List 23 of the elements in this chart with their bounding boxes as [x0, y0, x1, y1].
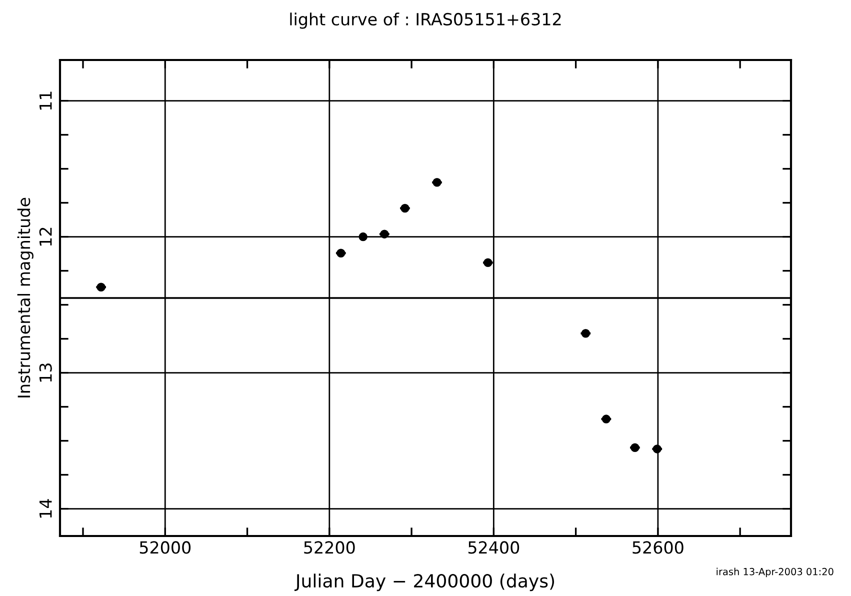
chart-title: light curve of : IRAS05151+6312 — [290, 12, 561, 29]
point — [630, 443, 640, 452]
point — [652, 444, 662, 454]
point — [380, 230, 389, 238]
point — [358, 232, 368, 242]
y-tick-label: 11 — [40, 92, 52, 110]
x-tick-label: 52200 — [304, 541, 355, 554]
y-tick-label: 12 — [39, 228, 52, 246]
x-tick-label: 52400 — [468, 541, 520, 554]
x-axis-title: Julian Day − 2400000 (days) — [294, 574, 554, 592]
x-tick-label: 52600 — [632, 541, 684, 554]
point — [432, 178, 442, 187]
text: irash 13-Apr-2003 01:20 — [716, 568, 834, 578]
point — [336, 248, 346, 258]
point — [602, 414, 611, 424]
point — [400, 204, 410, 213]
x-tick-label: 52000 — [140, 541, 191, 554]
point — [484, 258, 492, 268]
y-tick-label: 14 — [40, 499, 52, 518]
y-axis-title: Instrumental magnitude — [17, 198, 34, 398]
point — [581, 328, 590, 338]
point — [96, 282, 106, 292]
y-tick-label: 13 — [39, 364, 52, 382]
